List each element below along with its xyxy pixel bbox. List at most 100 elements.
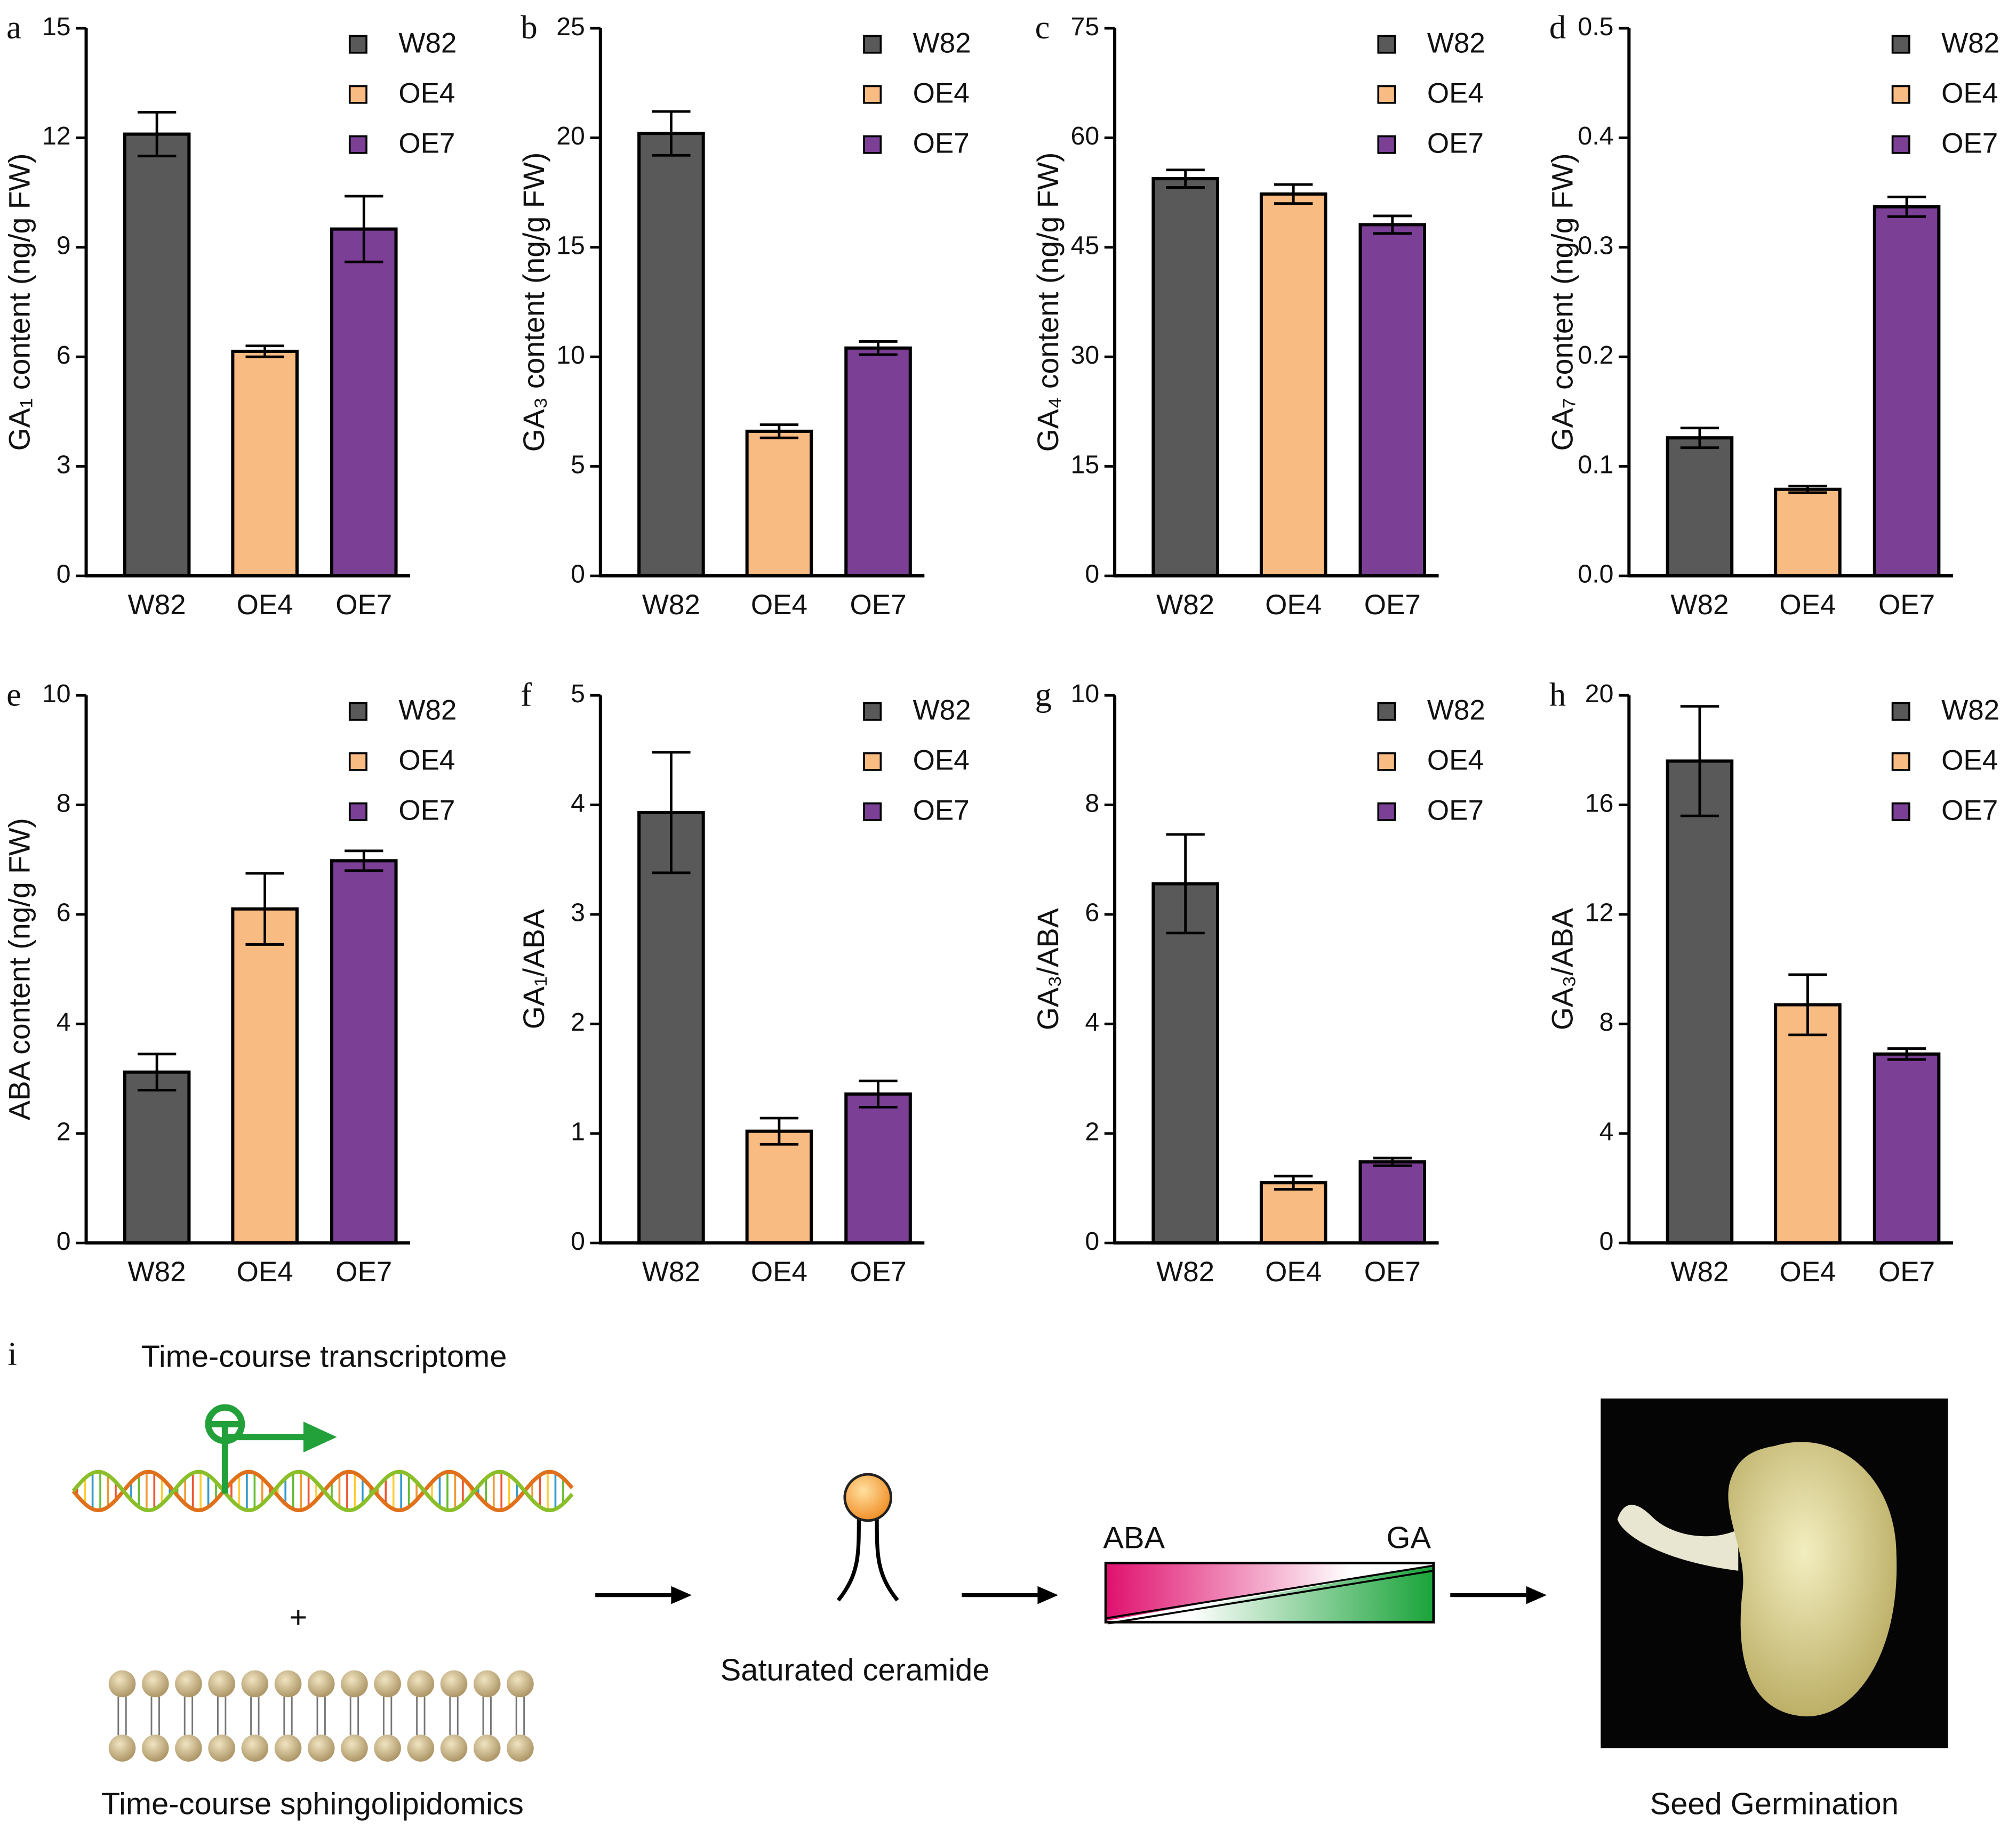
legend-label: OE4	[398, 77, 455, 109]
legend-label: W82	[913, 695, 971, 726]
error-bar	[1788, 485, 1827, 494]
lipid-tail	[482, 1697, 492, 1736]
y-tick-label: 20	[556, 122, 585, 150]
panel-label: c	[1035, 9, 1050, 46]
lipid-head	[108, 1670, 136, 1698]
bar	[123, 1070, 191, 1245]
legend-label: OE4	[1427, 77, 1484, 109]
lipid-head	[307, 1734, 335, 1762]
bar	[844, 346, 912, 577]
bar	[637, 810, 705, 1245]
panel-label: h	[1549, 676, 1566, 713]
legend-label: OE7	[1941, 127, 1998, 159]
lipid-head	[141, 1670, 169, 1698]
lipid-head	[274, 1734, 302, 1762]
x-tick-label: OE7	[335, 1256, 392, 1288]
lipid-head	[241, 1734, 269, 1762]
bar	[844, 1092, 912, 1245]
y-tick-label: 3	[571, 898, 585, 927]
legend-label: OE4	[1427, 745, 1484, 776]
y-tick-label: 4	[57, 1008, 71, 1037]
ceramide-label: Saturated ceramide	[721, 1653, 990, 1688]
x-tick-label: OE7	[1364, 589, 1421, 621]
lipid-head	[141, 1734, 169, 1762]
y-tick-label: 8	[1599, 1008, 1614, 1037]
legend-swatch	[1891, 85, 1910, 104]
lipid-tail	[150, 1697, 160, 1736]
y-tick-label: 12	[42, 122, 71, 150]
y-tick-label: 20	[1585, 679, 1614, 708]
panel-label: b	[521, 9, 537, 46]
bar-chart: f GA₁/ABA 0 1 2 3 4 5 W82 W82 OE4 OE4 OE7 OE7	[517, 676, 971, 1288]
lipid-head	[507, 1734, 534, 1762]
legend-label: W82	[398, 27, 457, 59]
error-bar	[345, 849, 383, 872]
y-tick-label: 0.0	[1578, 560, 1613, 589]
legend-swatch	[1891, 802, 1910, 821]
lipid-tail	[515, 1697, 525, 1736]
bar	[637, 132, 705, 577]
lipid-tail	[416, 1697, 426, 1736]
panel-label: d	[1549, 9, 1566, 46]
y-tick-label: 10	[1071, 679, 1100, 708]
panel-label: i	[7, 1335, 17, 1372]
y-tick-label: 45	[1071, 231, 1100, 260]
y-tick-label: 6	[57, 898, 71, 927]
y-tick-label: 3	[57, 450, 71, 479]
x-tick-label: W82	[1670, 1256, 1729, 1288]
promoter	[205, 1404, 337, 1494]
lipid-head	[473, 1734, 501, 1762]
y-tick-label: 60	[1071, 122, 1100, 150]
membrane	[108, 1670, 534, 1762]
y-tick-label: 0	[57, 560, 71, 589]
x-tick-label: W82	[128, 1256, 186, 1288]
lipid-head	[374, 1734, 401, 1762]
legend-swatch	[863, 135, 882, 154]
legend-swatch	[1377, 752, 1396, 771]
error-bar	[652, 751, 691, 874]
y-tick-label: 0	[1085, 1227, 1099, 1256]
y-axis-label: GA₁/ABA	[517, 909, 550, 1029]
lipid-tail	[183, 1697, 194, 1736]
x-tick-label: OE7	[335, 589, 392, 621]
legend-label: OE4	[913, 745, 970, 776]
y-tick-label: 4	[1085, 1008, 1099, 1037]
y-tick-label: 10	[556, 341, 585, 370]
legend-swatch	[1377, 702, 1396, 721]
legend-swatch	[863, 802, 882, 821]
legend-swatch	[348, 802, 367, 821]
bar	[123, 132, 191, 577]
x-tick-label: W82	[1156, 589, 1214, 621]
bar	[1774, 487, 1842, 577]
lipid-head	[341, 1734, 368, 1762]
x-tick-label: W82	[1156, 1256, 1214, 1288]
bar	[330, 859, 398, 1245]
legend-swatch	[863, 752, 882, 771]
legend-label: OE7	[1427, 127, 1484, 159]
y-axis-label: GA₃ content (ng/g FW)	[517, 152, 550, 452]
lipid-tail	[349, 1697, 359, 1736]
y-tick-label: 6	[1085, 898, 1099, 927]
legend-swatch	[1891, 35, 1910, 54]
lipid-tail	[117, 1697, 127, 1736]
y-tick-label: 0	[571, 1227, 585, 1256]
arrows	[595, 1586, 1547, 1604]
x-tick-label: OE4	[1779, 589, 1836, 621]
y-axis-label: GA₃/ABA	[1546, 908, 1579, 1030]
panel-label: a	[6, 9, 21, 46]
legend-label: OE4	[398, 745, 455, 776]
x-tick-label: OE4	[751, 1256, 807, 1288]
y-tick-label: 12	[1585, 898, 1614, 927]
x-tick-label: OE4	[1779, 1256, 1836, 1288]
y-tick-label: 15	[1071, 450, 1100, 479]
error-bar	[859, 1079, 898, 1109]
error-bar	[1680, 705, 1719, 817]
lipid-head	[407, 1734, 435, 1762]
y-tick-label: 75	[1071, 12, 1100, 41]
legend-label: OE4	[1941, 745, 1998, 776]
bar	[745, 429, 813, 577]
x-tick-label: OE4	[1265, 589, 1322, 621]
lipid-head	[175, 1670, 202, 1698]
